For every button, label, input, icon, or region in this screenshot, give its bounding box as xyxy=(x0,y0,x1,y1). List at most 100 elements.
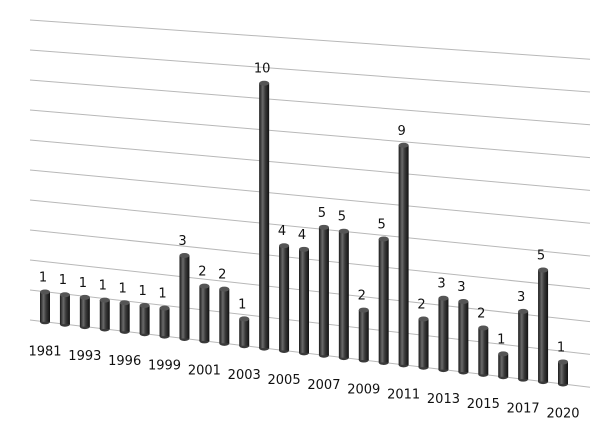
value-label: 3 xyxy=(457,280,465,295)
bar xyxy=(179,255,190,339)
bar xyxy=(59,294,70,325)
bar xyxy=(119,302,130,332)
bar-top xyxy=(239,316,250,322)
bar xyxy=(40,292,50,322)
bar xyxy=(558,361,568,384)
bar-top xyxy=(478,325,489,331)
x-tick-label: 2015 xyxy=(467,397,500,412)
grid-line xyxy=(29,109,591,159)
grid-line xyxy=(29,199,591,257)
x-tick-label: 2009 xyxy=(347,383,380,398)
value-label: 1 xyxy=(158,287,166,302)
bar-top xyxy=(498,351,509,357)
bar xyxy=(518,311,529,380)
bar-top xyxy=(219,286,230,292)
value-label: 4 xyxy=(298,228,306,243)
bar-top xyxy=(458,299,469,305)
value-label: 2 xyxy=(358,289,366,304)
bar-top xyxy=(538,267,549,273)
grid-line xyxy=(29,259,591,323)
bar xyxy=(358,310,369,361)
bar xyxy=(259,83,270,349)
bar-top xyxy=(299,246,309,252)
value-label: 9 xyxy=(397,124,405,139)
value-label: 1 xyxy=(59,273,67,288)
value-label: 1 xyxy=(557,340,565,355)
value-label: 2 xyxy=(198,265,206,280)
value-label: 5 xyxy=(378,217,386,232)
bar-top xyxy=(99,297,110,303)
grid-line xyxy=(29,139,591,191)
bar xyxy=(398,145,409,365)
bar-top xyxy=(59,292,70,298)
bar-top xyxy=(79,294,90,300)
bar-top xyxy=(259,80,270,86)
bar-top xyxy=(418,316,429,322)
bar xyxy=(418,319,429,368)
bar-top xyxy=(159,305,170,311)
value-label: 1 xyxy=(497,332,505,347)
bar xyxy=(239,318,250,346)
value-label: 1 xyxy=(99,279,107,294)
bar-top xyxy=(119,300,130,306)
value-label: 1 xyxy=(119,281,127,296)
bar xyxy=(219,289,230,344)
bar-top xyxy=(398,142,409,148)
value-label: 5 xyxy=(338,210,346,225)
bar-top xyxy=(139,302,150,308)
bar-top xyxy=(558,359,568,365)
value-label: 3 xyxy=(437,277,445,292)
bar-top xyxy=(358,307,369,313)
bar-top xyxy=(179,252,190,258)
bar xyxy=(139,305,150,334)
bar xyxy=(378,238,389,363)
value-label: 5 xyxy=(537,249,545,264)
bar-top xyxy=(338,228,349,234)
x-tick-label: 2011 xyxy=(387,387,420,402)
bar xyxy=(338,231,349,358)
grid-line xyxy=(29,19,591,60)
bar-top xyxy=(279,243,290,249)
bar xyxy=(79,297,90,327)
x-tick-label: 2013 xyxy=(427,392,460,407)
x-tick-label: 2020 xyxy=(546,406,579,421)
bar xyxy=(199,286,210,341)
value-label: 1 xyxy=(79,276,87,291)
value-label: 2 xyxy=(218,268,226,283)
bar xyxy=(538,270,549,382)
value-label: 10 xyxy=(254,62,271,77)
value-label: 3 xyxy=(178,234,186,249)
grid-line xyxy=(29,49,591,93)
bar-top xyxy=(518,308,529,314)
grid-line xyxy=(29,169,591,224)
bar xyxy=(498,353,509,377)
bar xyxy=(438,298,449,370)
x-tick-label: 2003 xyxy=(228,368,261,383)
bar xyxy=(458,301,469,373)
value-label: 2 xyxy=(417,298,425,313)
grid-line xyxy=(29,79,591,126)
bar-top xyxy=(438,295,449,301)
bar-top xyxy=(199,283,210,289)
bar-top xyxy=(40,289,50,295)
x-tick-label: 1999 xyxy=(148,359,181,374)
grid-line xyxy=(29,229,591,290)
value-label: 1 xyxy=(238,297,246,312)
x-tick-label: 2005 xyxy=(268,373,301,388)
bar xyxy=(299,249,309,353)
bar xyxy=(159,308,170,337)
value-label: 5 xyxy=(318,206,326,221)
bar xyxy=(478,327,489,375)
x-tick-label: 2007 xyxy=(307,378,340,393)
value-label: 3 xyxy=(517,290,525,305)
value-label: 2 xyxy=(477,306,485,321)
grid-line xyxy=(29,289,591,355)
x-tick-label: 1993 xyxy=(68,349,101,364)
bar xyxy=(279,245,290,351)
bar-top xyxy=(378,236,389,242)
bar-top xyxy=(318,224,329,230)
x-tick-label: 2001 xyxy=(188,363,221,378)
x-tick-label: 1981 xyxy=(28,344,61,359)
value-label: 1 xyxy=(39,271,47,286)
